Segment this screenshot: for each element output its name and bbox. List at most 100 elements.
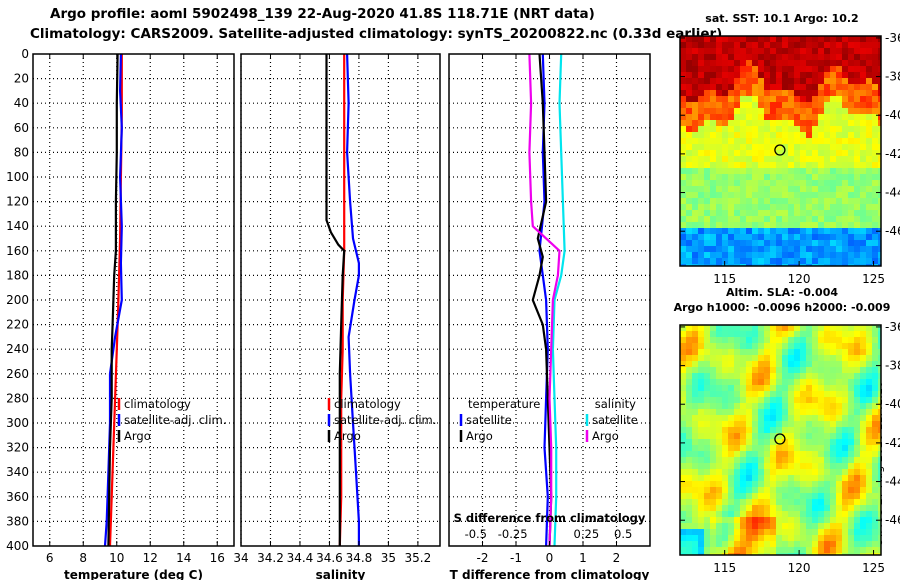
map-cell bbox=[734, 403, 740, 409]
map-cell bbox=[770, 204, 776, 210]
sla-map-title-line1: Altim. SLA: -0.004 bbox=[725, 286, 839, 299]
map-cell bbox=[788, 186, 794, 192]
map-cell bbox=[836, 433, 842, 439]
map-cell bbox=[872, 240, 878, 246]
map-cell bbox=[680, 102, 686, 108]
map-cell bbox=[710, 391, 716, 397]
map-cell bbox=[782, 379, 788, 385]
map-cell bbox=[800, 216, 806, 222]
map-cell bbox=[710, 66, 716, 72]
map-cell bbox=[740, 481, 746, 487]
map-cell bbox=[854, 108, 860, 114]
map-cell bbox=[728, 493, 734, 499]
map-cell bbox=[776, 475, 782, 481]
map-cell bbox=[728, 403, 734, 409]
map-cell bbox=[686, 481, 692, 487]
map-cell bbox=[716, 451, 722, 457]
map-cell bbox=[686, 337, 692, 343]
map-cell bbox=[860, 54, 866, 60]
map-cell bbox=[734, 102, 740, 108]
map-cell bbox=[716, 427, 722, 433]
map-cell bbox=[722, 445, 728, 451]
map-cell bbox=[692, 331, 698, 337]
map-cell bbox=[740, 144, 746, 150]
map-cell bbox=[788, 553, 794, 555]
map-cell bbox=[824, 156, 830, 162]
map-cell bbox=[848, 391, 854, 397]
map-cell bbox=[866, 84, 872, 90]
map-cell bbox=[722, 156, 728, 162]
map-cell bbox=[764, 240, 770, 246]
map-cell bbox=[800, 186, 806, 192]
map-cell bbox=[800, 54, 806, 60]
map-cell bbox=[758, 156, 764, 162]
map-cell bbox=[728, 481, 734, 487]
map-cell bbox=[692, 499, 698, 505]
map-cell bbox=[824, 337, 830, 343]
map-cell bbox=[776, 144, 782, 150]
map-cell bbox=[752, 499, 758, 505]
map-cell bbox=[722, 162, 728, 168]
map-cell bbox=[842, 156, 848, 162]
map-cell bbox=[704, 36, 710, 42]
map-cell bbox=[806, 156, 812, 162]
map-cell bbox=[782, 204, 788, 210]
map-cell bbox=[818, 48, 824, 54]
map-cell bbox=[716, 174, 722, 180]
map-cell bbox=[764, 210, 770, 216]
map-cell bbox=[746, 114, 752, 120]
map-cell bbox=[878, 120, 881, 126]
map-cell bbox=[770, 547, 776, 553]
map-cell bbox=[860, 421, 866, 427]
map-cell bbox=[710, 499, 716, 505]
map-cell bbox=[824, 385, 830, 391]
map-cell bbox=[770, 487, 776, 493]
map-cell bbox=[692, 427, 698, 433]
map-cell bbox=[698, 156, 704, 162]
map-cell bbox=[878, 337, 881, 343]
map-cell bbox=[782, 222, 788, 228]
map-cell bbox=[698, 481, 704, 487]
map-cell bbox=[836, 54, 842, 60]
map-cell bbox=[848, 96, 854, 102]
map-cell bbox=[782, 162, 788, 168]
map-cell bbox=[824, 150, 830, 156]
map-cell bbox=[794, 361, 800, 367]
map-cell bbox=[680, 96, 686, 102]
map-cell bbox=[746, 126, 752, 132]
map-cell bbox=[698, 234, 704, 240]
y-tick-label: 60 bbox=[14, 121, 29, 135]
map-cell bbox=[788, 535, 794, 541]
map-cell bbox=[854, 391, 860, 397]
map-cell bbox=[734, 343, 740, 349]
map-cell bbox=[800, 36, 806, 42]
map-cell bbox=[704, 487, 710, 493]
map-x-tick-label: 125 bbox=[862, 272, 885, 286]
map-cell bbox=[710, 463, 716, 469]
map-cell bbox=[830, 505, 836, 511]
map-cell bbox=[788, 60, 794, 66]
map-cell bbox=[746, 547, 752, 553]
map-cell bbox=[758, 216, 764, 222]
map-cell bbox=[782, 481, 788, 487]
map-cell bbox=[698, 451, 704, 457]
map-cell bbox=[752, 445, 758, 451]
map-cell bbox=[824, 421, 830, 427]
map-cell bbox=[854, 445, 860, 451]
map-cell bbox=[842, 505, 848, 511]
map-cell bbox=[728, 60, 734, 66]
map-cell bbox=[734, 48, 740, 54]
map-cell bbox=[800, 204, 806, 210]
map-cell bbox=[788, 445, 794, 451]
map-cell bbox=[848, 126, 854, 132]
map-cell bbox=[788, 48, 794, 54]
map-cell bbox=[788, 162, 794, 168]
map-cell bbox=[878, 385, 881, 391]
map-cell bbox=[812, 258, 818, 264]
map-cell bbox=[830, 54, 836, 60]
difference-s-tick-label: -0.25 bbox=[498, 527, 528, 541]
map-cell bbox=[872, 156, 878, 162]
map-cell bbox=[836, 445, 842, 451]
map-cell bbox=[770, 505, 776, 511]
map-cell bbox=[872, 523, 878, 529]
